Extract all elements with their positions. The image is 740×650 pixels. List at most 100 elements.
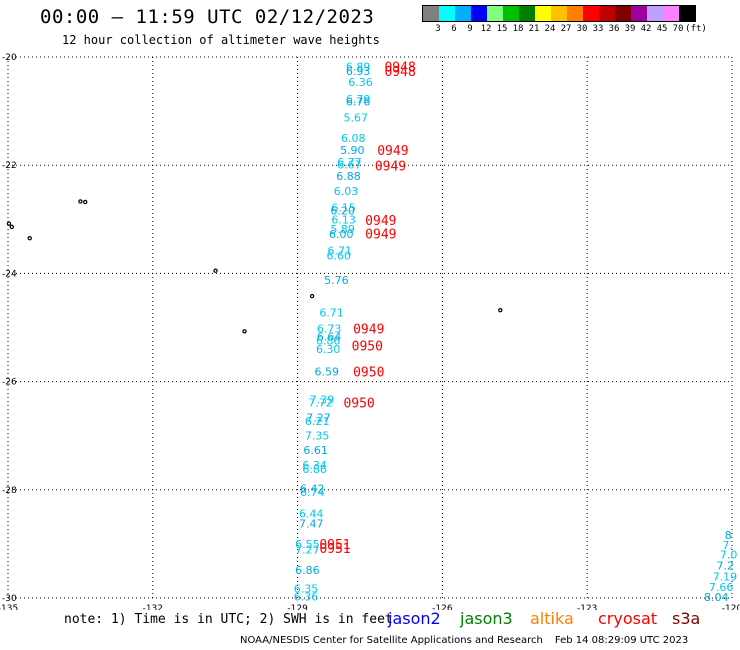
satellite-legend-altika: altika — [530, 609, 574, 628]
pass-time-label: 0949 — [365, 214, 396, 229]
swh-label: 6.79 — [346, 93, 371, 106]
color-scale-label: (ft) — [685, 24, 707, 34]
pass-time-label: 0948 — [384, 65, 415, 80]
color-scale-label: 36 — [608, 24, 620, 34]
swh-label: 6.35 — [294, 582, 319, 595]
island-outline — [6, 221, 12, 226]
color-scale-label: 33 — [592, 24, 604, 34]
island-outline — [213, 268, 218, 273]
pass-time-label: 0950 — [353, 365, 384, 380]
swh-label: 8.04 — [704, 591, 729, 604]
color-scale-label: 6 — [451, 24, 457, 34]
color-scale-label: 18 — [512, 24, 524, 34]
color-swatch — [679, 6, 695, 21]
swh-label: 7.2 — [717, 560, 735, 573]
swh-label: 6.21 — [305, 415, 330, 428]
color-swatch — [551, 6, 567, 21]
pass-time-label: 0950 — [343, 397, 374, 412]
color-swatch — [567, 6, 583, 21]
satellite-legend-jason2: jason2 — [388, 609, 441, 628]
swh-label: 7.35 — [305, 430, 330, 443]
swh-label: 7.47 — [299, 517, 324, 530]
swh-label: 7.27 — [306, 411, 331, 424]
color-scale-label: 9 — [467, 24, 473, 34]
swh-label: 6.42 — [300, 483, 325, 496]
island-outline — [78, 199, 83, 204]
color-scale-label: 45 — [656, 24, 668, 34]
pass-time-label: 0948 — [384, 61, 415, 76]
island-outline — [83, 199, 88, 205]
swh-label: 6.89 — [346, 61, 371, 74]
swh-label: 6.36 — [294, 590, 319, 603]
color-swatch — [487, 6, 503, 21]
color-scale-label: 3 — [435, 24, 441, 34]
color-scale-label: 42 — [640, 24, 652, 34]
pass-time-label: 0949 — [375, 160, 406, 175]
swh-label: 6.44 — [299, 508, 324, 521]
swh-label: 7.66 — [709, 581, 734, 594]
altimeter-map: -135 -132 -129 -126 -123 -120 -20 -22 -24 -26 -28 -… — [0, 53, 740, 610]
color-scale-label: 70 — [672, 24, 684, 34]
color-swatch — [455, 6, 471, 21]
swh-label: 7.0 — [720, 549, 738, 562]
swh-label: 6.55 — [295, 538, 320, 551]
swh-label: 6.00 — [329, 228, 354, 241]
longitude-tick-label: -120 — [722, 604, 740, 610]
color-swatch — [439, 6, 455, 21]
satellite-legend-jason3: jason3 — [460, 609, 513, 628]
credit-line: NOAA/NESDIS Center for Satellite Applica… — [240, 635, 688, 646]
swh-label: 5.90 — [340, 144, 365, 157]
swh-label: 6.59 — [314, 365, 339, 378]
map-subtitle: 12 hour collection of altimeter wave hei… — [62, 33, 380, 47]
swh-label: 6.03 — [334, 185, 359, 198]
swh-label: 6.13 — [331, 213, 356, 226]
longitude-tick-label: -132 — [143, 604, 163, 610]
swh-label: 6.74 — [300, 486, 325, 499]
swh-label: 6.30 — [316, 343, 341, 356]
swh-label: 6.71 — [319, 306, 344, 319]
latitude-tick-label: -30 — [2, 594, 17, 604]
swh-label: 6.34 — [302, 459, 327, 472]
color-scale-legend: 3 6 9 12 15 18 21 24 27 30 33 36 39 42 45 70 (ft) — [422, 5, 707, 36]
swh-label: 5.89 — [330, 223, 355, 236]
swh-label: 6.64 — [317, 331, 342, 344]
swh-label: 6.88 — [336, 170, 361, 183]
swh-label: 8 — [725, 529, 732, 542]
color-scale-label: 24 — [544, 24, 556, 34]
swh-label: 6.60 — [327, 250, 352, 263]
longitude-tick-label: -123 — [577, 604, 597, 610]
swh-label: 7.19 — [713, 570, 738, 583]
swh-label: 6.77 — [337, 156, 362, 169]
color-swatch — [631, 6, 647, 21]
latitude-tick-label: -28 — [2, 486, 17, 496]
pass-time-label: 0949 — [353, 323, 384, 338]
pass-time-label: 0951 — [319, 542, 350, 557]
swh-label: 6.86 — [316, 334, 341, 347]
pass-time-label: 0950 — [352, 339, 383, 354]
latitude-tick-label: -20 — [2, 53, 17, 63]
satellite-legend-cryosat: cryosat — [598, 609, 658, 628]
swh-label: 6.71 — [328, 245, 353, 258]
longitude-tick-label: -135 — [0, 604, 18, 610]
color-swatch — [647, 6, 663, 21]
latitude-tick-label: -22 — [2, 161, 17, 171]
swh-label: 5.76 — [324, 274, 349, 287]
color-scale-ticks: 3 6 9 12 15 18 21 24 27 30 33 36 39 42 45 70 (ft) — [422, 22, 707, 36]
color-swatch — [583, 6, 599, 21]
island-outline — [242, 329, 247, 334]
swh-label: 6.08 — [341, 132, 366, 145]
swh-label: 7.27 — [295, 543, 320, 556]
pass-time-label: 0949 — [377, 144, 408, 159]
color-swatch — [503, 6, 519, 21]
swh-label: 6.36 — [348, 76, 373, 89]
color-scale-label: 30 — [576, 24, 588, 34]
map-title: 00:00 – 11:59 UTC 02/12/2023 — [40, 6, 375, 28]
longitude-tick-label: -126 — [432, 604, 453, 610]
swh-label: 7.39 — [310, 393, 335, 406]
swh-label: 7. — [722, 539, 733, 552]
color-swatch — [663, 6, 679, 21]
color-scale-label: 15 — [496, 24, 508, 34]
color-swatch — [615, 6, 631, 21]
island-outline — [27, 236, 32, 241]
color-scale-label: 21 — [528, 24, 540, 34]
